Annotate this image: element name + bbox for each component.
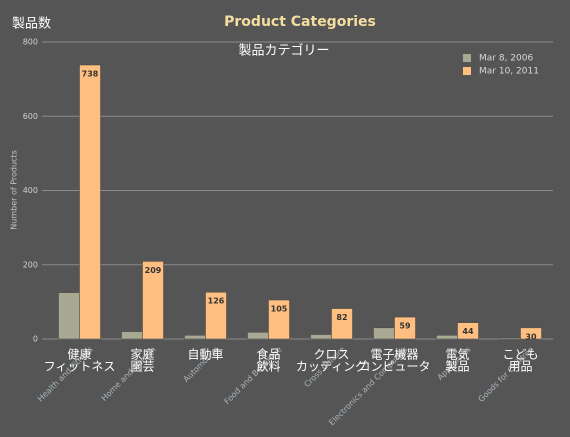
legend-label: Mar 10, 2011 (479, 67, 539, 77)
value-label: 30 (525, 332, 537, 341)
overlay-category-label: カッティング (296, 360, 367, 374)
overlay-title: 製品カテゴリー (238, 43, 329, 59)
overlay-category-label: 製品 (445, 360, 469, 374)
bar (184, 335, 206, 340)
overlay-category-label: 自動車 (187, 348, 223, 362)
bar (247, 332, 269, 340)
y-axis-label: Number of Products (10, 150, 19, 229)
y-tick-label: 600 (23, 112, 38, 121)
bar (268, 299, 290, 340)
overlay-category-label: こども (502, 348, 538, 362)
bar (331, 308, 353, 340)
y-tick-label: 800 (23, 38, 38, 47)
bar (394, 316, 416, 340)
overlay-y-label: 製品数 (12, 17, 51, 32)
overlay-category-label: 家庭 (130, 347, 154, 362)
bar (520, 327, 542, 340)
overlay-category-label: コンピュータ (358, 360, 430, 374)
value-label: 105 (271, 305, 288, 314)
bar (373, 327, 395, 340)
y-tick-label: 0 (33, 335, 38, 344)
overlay-category-label: 食品 (256, 347, 280, 362)
y-tick-label: 200 (23, 260, 38, 269)
chart-title: Product Categories (224, 14, 376, 30)
value-label: 209 (145, 266, 162, 275)
y-tick-label: 400 (23, 186, 38, 195)
overlay-category-label: 電気 (445, 347, 469, 362)
value-label: 44 (462, 327, 474, 336)
overlay-category-label: クロス (313, 348, 349, 362)
legend-label: Mar 8, 2006 (479, 54, 533, 64)
value-label: 126 (208, 297, 225, 306)
bar (205, 291, 227, 340)
bar (58, 292, 80, 340)
bar (310, 334, 332, 340)
bar (142, 261, 164, 340)
bar (121, 331, 143, 340)
bar (457, 322, 479, 340)
legend-swatch (463, 67, 471, 75)
overlay-category-label: 園芸 (130, 360, 154, 374)
overlay-category-label: フィットネス (44, 360, 116, 374)
overlay-category-label: 健康 (67, 347, 91, 362)
legend-swatch (463, 54, 471, 62)
value-label: 59 (399, 322, 411, 331)
bar (436, 335, 458, 340)
overlay-category-label: 飲料 (256, 359, 280, 374)
value-label: 738 (82, 70, 99, 79)
bar (79, 64, 101, 340)
overlay-category-label: 電子機器 (370, 347, 418, 362)
overlay-category-label: 用品 (508, 360, 532, 374)
value-label: 82 (336, 313, 347, 322)
bar (499, 337, 521, 340)
